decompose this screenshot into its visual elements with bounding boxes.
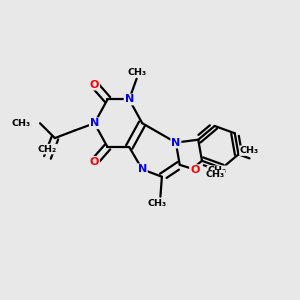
Text: CH₃: CH₃ (206, 170, 225, 179)
Text: N: N (90, 118, 99, 128)
Text: CH₃: CH₃ (240, 146, 259, 155)
Text: CH₃: CH₃ (147, 199, 167, 208)
Text: O: O (90, 80, 99, 90)
Text: O: O (190, 165, 200, 175)
Text: N: N (124, 94, 134, 104)
Text: N: N (138, 164, 147, 174)
Text: CH₃: CH₃ (12, 119, 31, 128)
Text: CH₂: CH₂ (38, 145, 57, 154)
Text: O: O (90, 157, 99, 167)
Text: CH₃: CH₃ (207, 166, 226, 175)
Text: CH₃: CH₃ (127, 68, 146, 76)
Text: N: N (171, 138, 181, 148)
